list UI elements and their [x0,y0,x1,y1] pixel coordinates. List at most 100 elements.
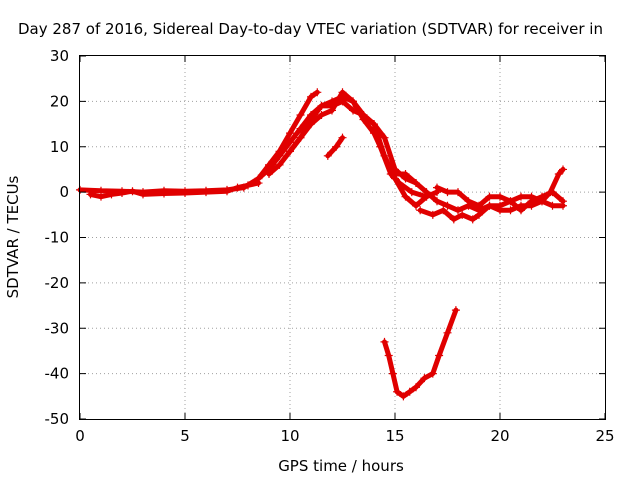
x-tick-label: 0 [75,427,85,445]
data-point [517,201,525,210]
series-arc-2 [86,179,263,201]
data-point [496,192,504,201]
data-point [439,206,448,215]
data-point [296,110,305,119]
data-point [422,188,431,197]
data-point [265,169,273,178]
data-point [407,188,416,197]
data-point [428,369,437,378]
data-point [384,351,393,360]
data-point [468,215,477,224]
data-point [254,174,263,183]
data-point [416,206,425,215]
x-tick-label: 10 [280,427,299,445]
x-axis-label: GPS time / hours [278,457,404,475]
data-point [428,210,437,219]
data-point [405,387,414,396]
data-point [244,181,252,190]
data-point [338,97,347,106]
data-point [275,160,284,169]
series-line [417,166,566,222]
data-point [223,187,231,196]
data-point [548,201,557,210]
data-point [412,179,420,188]
data-point [338,88,347,97]
data-point [391,169,399,178]
data-point [454,206,462,215]
data-point [139,190,147,199]
data-point [527,201,536,210]
grid [80,56,605,419]
y-tick-label: 30 [50,47,69,65]
y-tick-label: -50 [45,410,70,428]
data-point [317,101,326,110]
data-point [338,133,347,142]
data-point [506,206,515,215]
data-point [399,392,408,401]
data-point [559,201,567,210]
data-point [323,151,332,160]
data-point [181,189,189,198]
data-point [380,151,389,160]
data-point [464,197,473,206]
data-point [485,192,494,201]
x-tick-label: 15 [385,427,404,445]
series-line [77,89,320,195]
data-point [107,190,116,199]
data-point [443,328,452,337]
data-point [202,188,210,197]
data-point [559,165,567,174]
data-point [275,151,284,160]
y-axis-label: SDTVAR / TECUs [4,175,22,298]
data-point [420,374,429,383]
data-point [317,110,326,119]
data-point [388,369,397,378]
data-point [443,201,452,210]
ticks: 0 5 10 15 20 25 30 20 10 0 -10 -20 -30 -40 -50 [45,47,615,445]
plot-frame [79,55,606,420]
data-point [554,169,563,178]
chart-title: Day 287 of 2016, Sidereal Day-to-day VTE… [18,20,603,38]
y-tick-label: 20 [50,92,69,110]
data-point [454,188,462,197]
data-point [86,190,95,199]
y-tick-label: -10 [45,229,70,247]
y-tick-label: -30 [45,319,70,337]
data-point [97,192,105,201]
series-arc-1 [76,88,322,197]
data-point [296,133,305,142]
data-point [485,201,494,210]
data-point [380,337,389,346]
data-point [233,183,242,192]
y-tick-label: 10 [50,138,69,156]
data-point [412,201,420,210]
data-point [307,115,315,124]
data-point [349,106,357,115]
data-point [451,306,460,315]
data-point [527,192,536,201]
data-point [458,210,467,219]
data-point [349,97,357,106]
data-point [307,92,315,101]
x-tick-label: 5 [180,427,190,445]
data-point [412,383,420,392]
y-tick-label: -40 [45,365,70,383]
data-point [160,189,168,198]
data-point [380,133,389,142]
data-point [118,189,126,198]
series-arc-9 [433,183,567,210]
data-point [496,206,504,215]
data-point [393,387,402,396]
x-tick-label: 20 [490,427,509,445]
data-point [332,142,341,151]
series-arc-6 [323,133,347,160]
data-point [435,351,444,360]
data-point [443,188,452,197]
data-point [517,192,525,201]
series-line [382,307,459,399]
data-point [449,215,458,224]
data-point [286,138,294,147]
data-point [128,187,137,196]
data-point [359,110,368,119]
